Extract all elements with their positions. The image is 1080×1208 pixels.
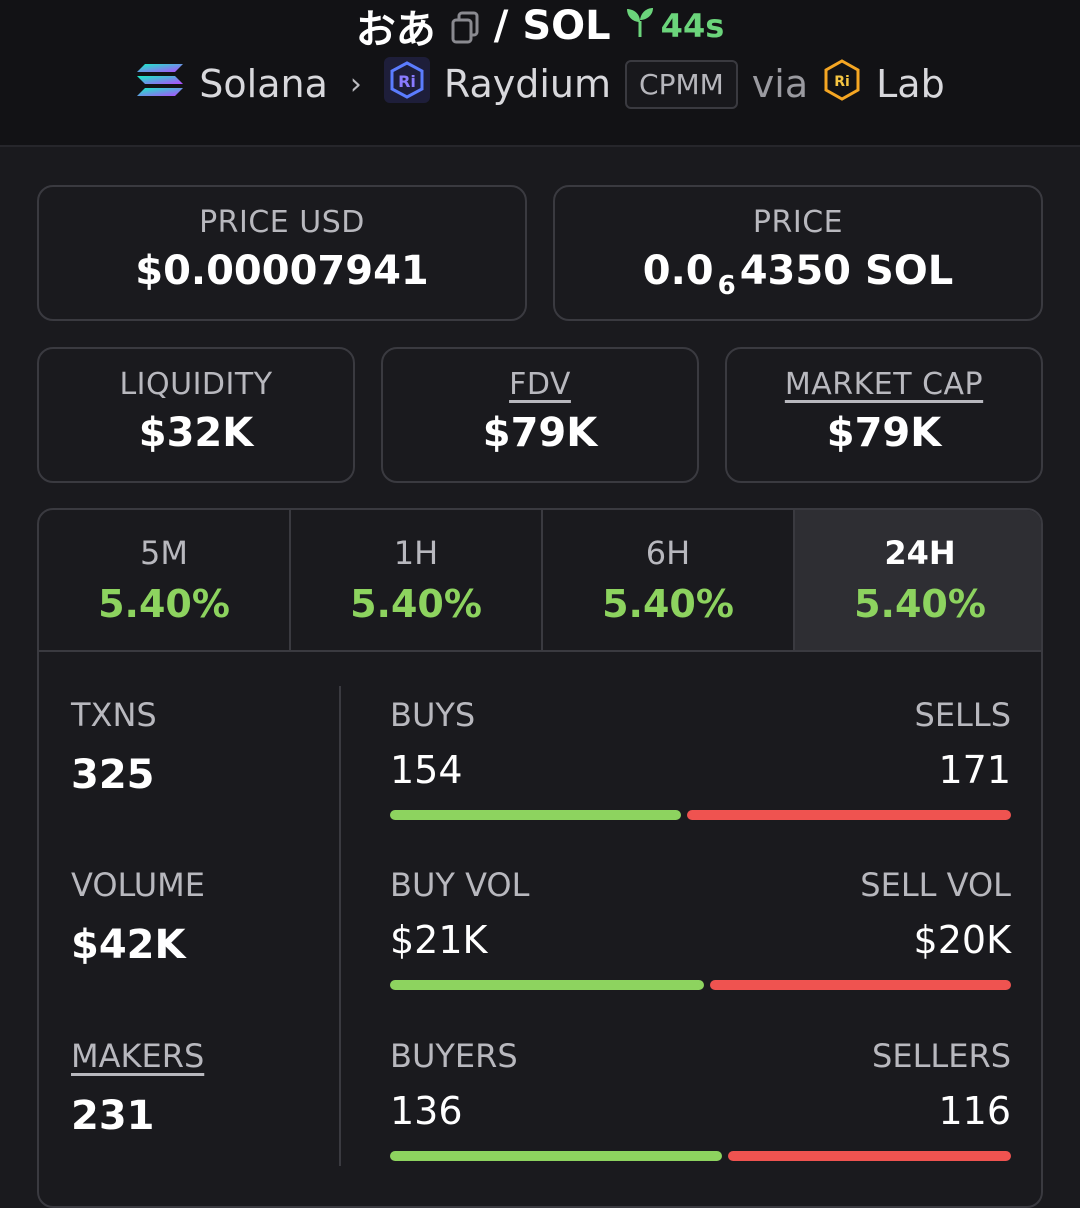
sells-label: SELLS bbox=[914, 696, 1012, 734]
sell-bar bbox=[709, 980, 1011, 990]
price-usd-value: $0.00007941 bbox=[135, 248, 429, 294]
tab-change: 5.40% bbox=[602, 582, 734, 626]
price-native-zero-count: 6 bbox=[717, 271, 736, 301]
price-native-value: 0.0 6 4350 SOL bbox=[555, 248, 1041, 301]
buys-sells-bar bbox=[390, 810, 1011, 820]
buys-label: BUYS bbox=[390, 696, 476, 734]
buy-sell-volume-bar bbox=[390, 980, 1011, 990]
tab-change: 5.40% bbox=[98, 582, 230, 626]
fdv-label[interactable]: FDV bbox=[509, 367, 571, 402]
stats-divider bbox=[339, 686, 341, 1166]
buy-bar bbox=[390, 980, 704, 990]
tab-label: 24H bbox=[884, 534, 956, 572]
chain-link[interactable]: Solana bbox=[199, 62, 328, 106]
buyers-label: BUYERS bbox=[390, 1037, 518, 1075]
price-native-card: PRICE 0.0 6 4350 SOL bbox=[553, 185, 1043, 321]
tab-label: 6H bbox=[645, 534, 691, 572]
sellers-value: 116 bbox=[938, 1089, 1011, 1133]
pair-separator: / bbox=[493, 3, 509, 49]
token-symbol: おあ bbox=[355, 7, 436, 53]
volume-stat: VOLUME $42K bbox=[71, 866, 205, 968]
buys-value: 154 bbox=[390, 748, 463, 792]
chevron-right-icon: › bbox=[349, 66, 362, 102]
buy-sell-volume-split: BUY VOL SELL VOL $21K $20K bbox=[390, 866, 1011, 990]
sells-value: 171 bbox=[938, 748, 1011, 792]
makers-stat[interactable]: MAKERS 231 bbox=[71, 1037, 204, 1139]
fdv-value: $79K bbox=[482, 410, 598, 456]
pair-header: おあ / SOL 44s bbox=[0, 0, 1080, 147]
buy-vol-value: $21K bbox=[390, 918, 488, 962]
tab-5m[interactable]: 5M 5.40% bbox=[39, 510, 291, 650]
pair-age-value: 44s bbox=[660, 7, 725, 45]
launchpad-link[interactable]: Lab bbox=[876, 62, 945, 106]
raydium-icon: Ri bbox=[383, 56, 430, 112]
liquidity-card: LIQUIDITY $32K bbox=[37, 347, 355, 483]
via-text: via bbox=[751, 62, 809, 106]
price-usd-card: PRICE USD $0.00007941 bbox=[37, 185, 527, 321]
buyers-value: 136 bbox=[390, 1089, 463, 1133]
tab-1h[interactable]: 1H 5.40% bbox=[291, 510, 543, 650]
volume-value: $42K bbox=[71, 922, 186, 968]
pool-type-badge: CPMM bbox=[625, 59, 738, 109]
quote-symbol: SOL bbox=[522, 3, 611, 49]
price-native-label: PRICE bbox=[752, 205, 844, 240]
txns-stat: TXNS 325 bbox=[71, 696, 157, 798]
makers-value: 231 bbox=[71, 1093, 155, 1139]
sprout-icon bbox=[625, 6, 655, 46]
txns-label: TXNS bbox=[71, 696, 157, 734]
market-cap-label[interactable]: MARKET CAP bbox=[784, 367, 984, 402]
stats-panel: 5M 5.40% 1H 5.40% 6H 5.40% 24H 5.40% TXN… bbox=[37, 508, 1043, 1208]
fdv-card[interactable]: FDV $79K bbox=[381, 347, 699, 483]
market-cap-card[interactable]: MARKET CAP $79K bbox=[725, 347, 1043, 483]
market-cap-value: $79K bbox=[826, 410, 942, 456]
tab-label: 1H bbox=[393, 534, 439, 572]
makers-label[interactable]: MAKERS bbox=[71, 1037, 205, 1075]
buy-vol-label: BUY VOL bbox=[390, 866, 530, 904]
liquidity-value: $32K bbox=[138, 410, 254, 456]
tab-change: 5.40% bbox=[854, 582, 986, 626]
buyers-sellers-bar bbox=[390, 1151, 1011, 1161]
sellers-label: SELLERS bbox=[872, 1037, 1011, 1075]
svg-text:Ri: Ri bbox=[834, 74, 850, 90]
launchpad-icon: Ri bbox=[822, 58, 862, 111]
tab-6h[interactable]: 6H 5.40% bbox=[543, 510, 795, 650]
tab-label: 5M bbox=[140, 534, 188, 572]
copy-icon[interactable] bbox=[450, 9, 480, 44]
pair-title: おあ / SOL 44s bbox=[0, 0, 1080, 53]
dex-link[interactable]: Raydium bbox=[443, 62, 612, 106]
breadcrumb: Solana › Ri Raydium CPMM via Ri Lab bbox=[0, 56, 1080, 112]
buyers-sellers-split: BUYERS SELLERS 136 116 bbox=[390, 1037, 1011, 1161]
sell-vol-value: $20K bbox=[913, 918, 1011, 962]
sell-bar bbox=[728, 1151, 1011, 1161]
txns-value: 325 bbox=[71, 752, 155, 798]
svg-text:Ri: Ri bbox=[398, 72, 416, 91]
buy-bar bbox=[390, 1151, 723, 1161]
tab-24h[interactable]: 24H 5.40% bbox=[795, 510, 1041, 650]
buys-sells-split: BUYS SELLS 154 171 bbox=[390, 696, 1011, 820]
liquidity-label: LIQUIDITY bbox=[119, 367, 273, 402]
pair-age: 44s bbox=[625, 6, 725, 46]
solana-icon bbox=[135, 60, 185, 109]
volume-label: VOLUME bbox=[71, 866, 205, 904]
price-usd-label: PRICE USD bbox=[199, 205, 365, 240]
sell-vol-label: SELL VOL bbox=[860, 866, 1011, 904]
price-native-suffix: 4350 SOL bbox=[739, 248, 954, 294]
timeframe-tabs: 5M 5.40% 1H 5.40% 6H 5.40% 24H 5.40% bbox=[39, 510, 1041, 652]
price-native-prefix: 0.0 bbox=[642, 248, 714, 294]
tab-change: 5.40% bbox=[350, 582, 482, 626]
buy-bar bbox=[390, 810, 682, 820]
sell-bar bbox=[687, 810, 1011, 820]
